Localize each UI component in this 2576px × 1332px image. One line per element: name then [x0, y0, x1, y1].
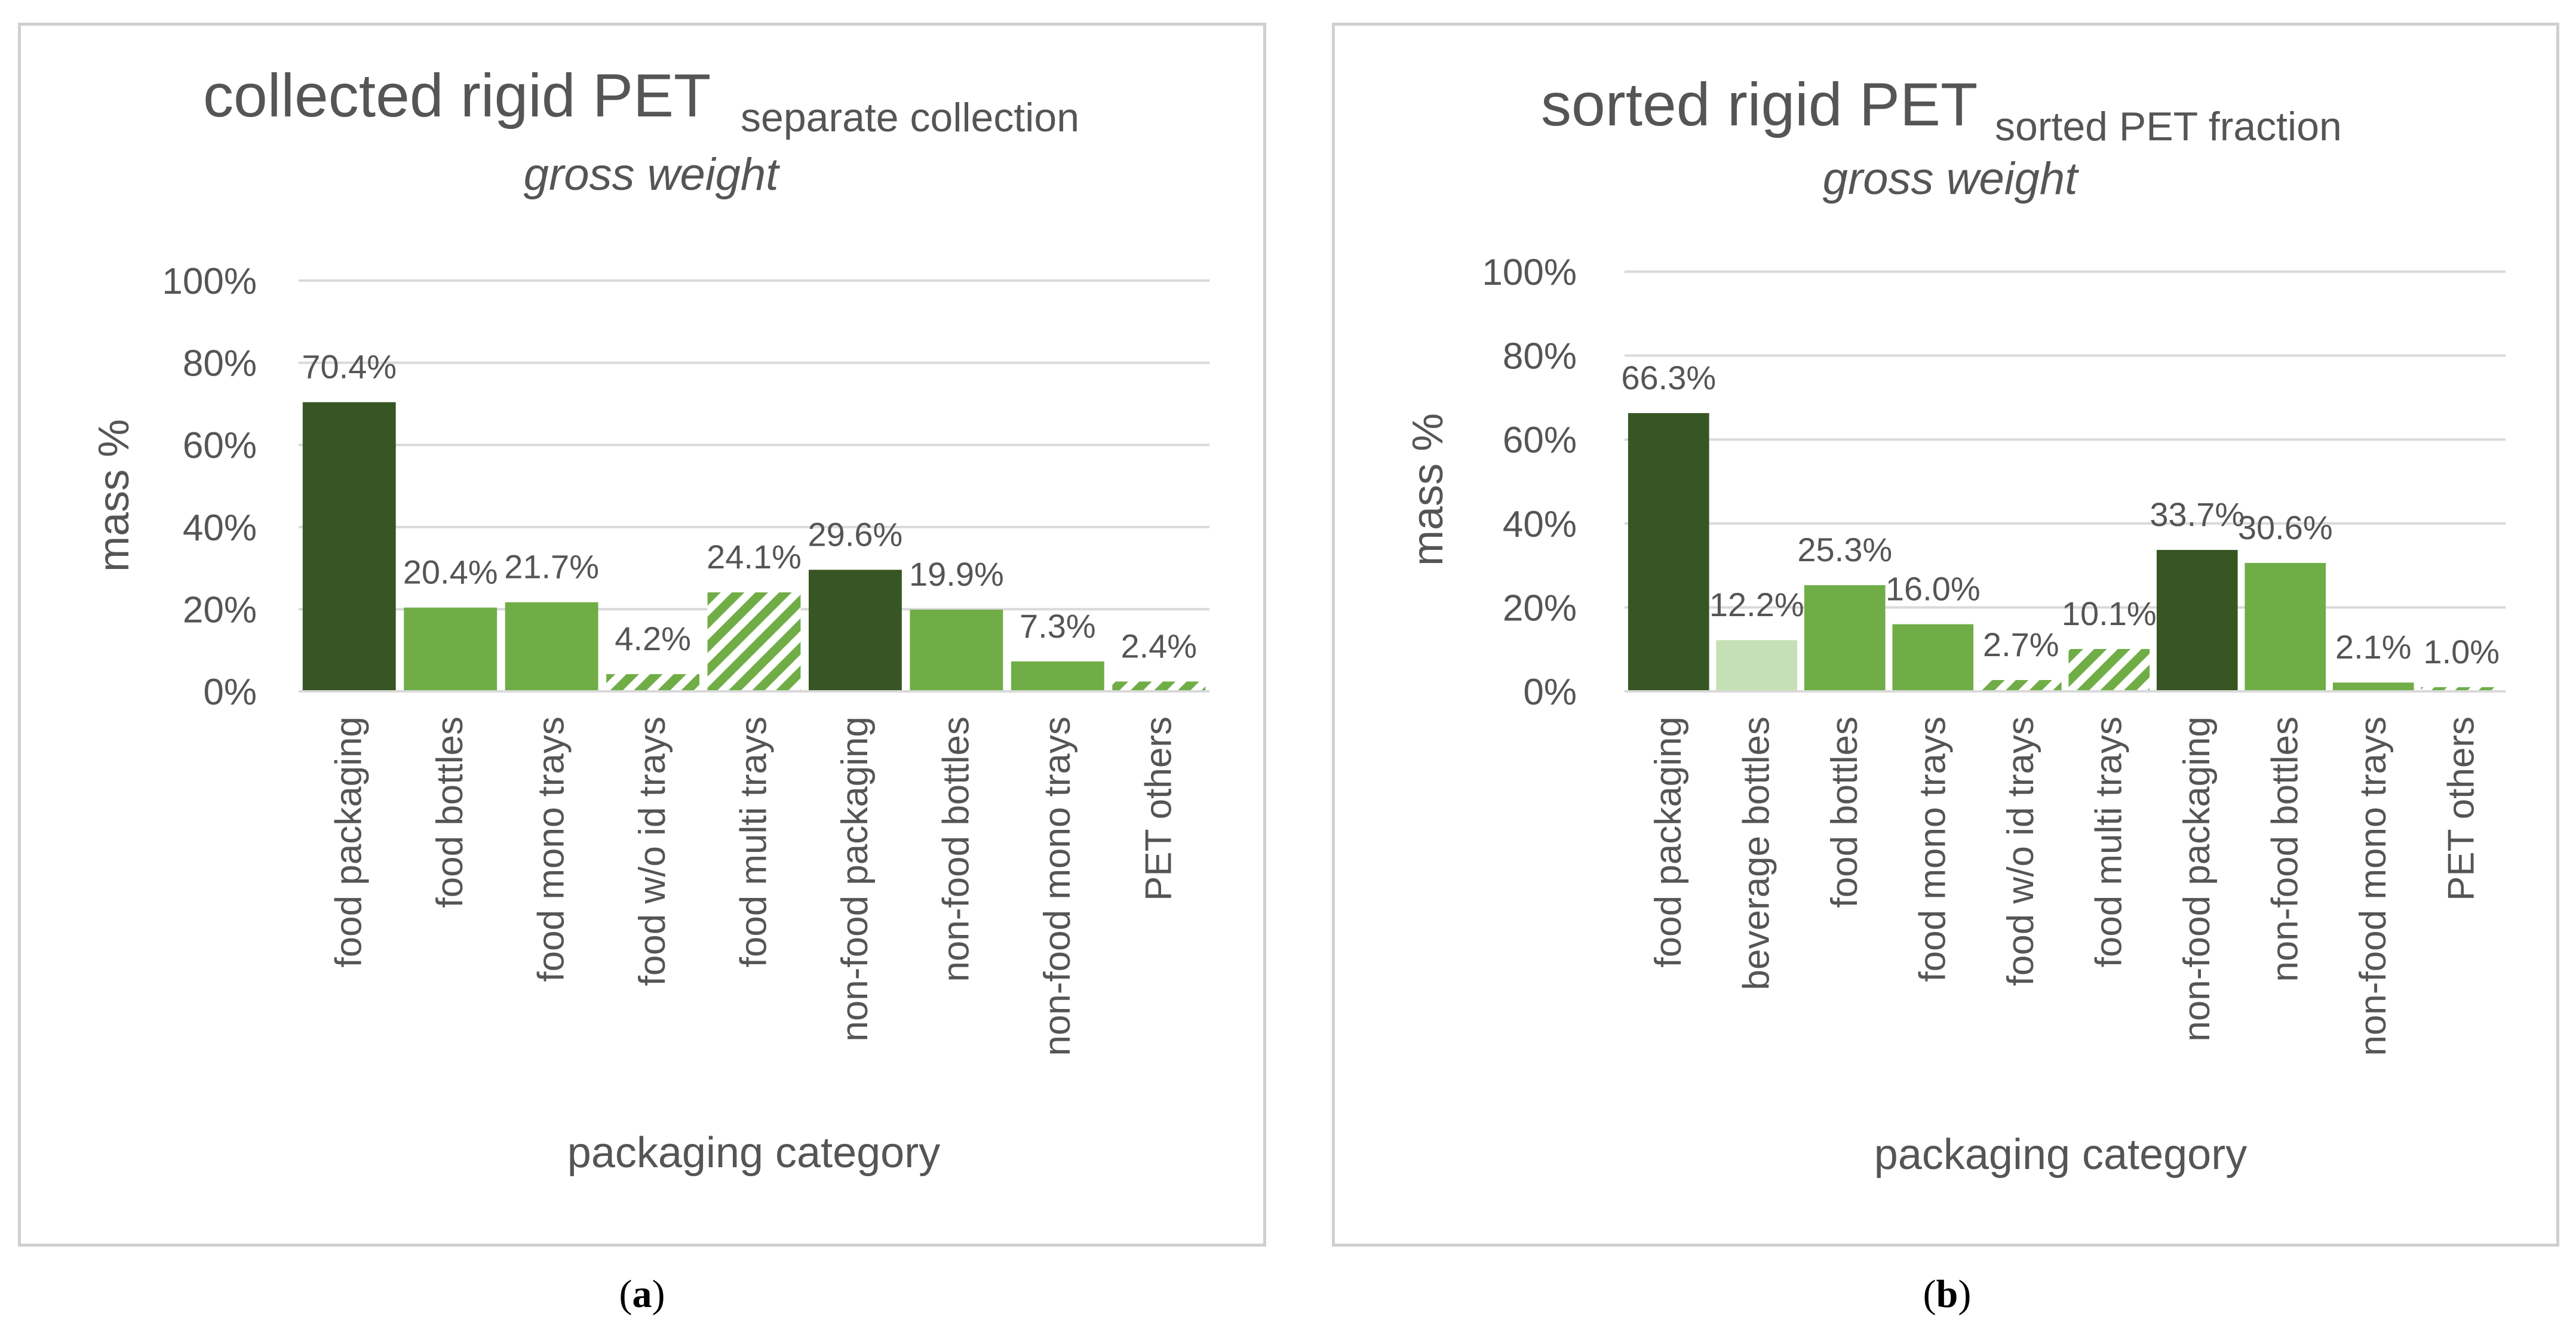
panel-a-bar [910, 610, 1003, 691]
panel-b-category-label: food w/o id trays [2000, 716, 2041, 986]
panel-b-category-label: non-food mono trays [2353, 716, 2394, 1056]
panel-a-data-label: 21.7% [504, 548, 599, 586]
panel-a-bar [404, 607, 498, 691]
panel-b-bar [1980, 680, 2062, 691]
panel-b-category-label: PET others [2440, 716, 2482, 901]
panel-a-data-label: 2.4% [1120, 627, 1197, 665]
panel-a-bar [1112, 681, 1206, 691]
panel-a-y-tick-label: 0% [203, 672, 257, 713]
panel-b-bar [1716, 640, 1798, 691]
panel-b-data-label: 25.3% [1797, 531, 1892, 568]
panel-b-bar [1628, 413, 1709, 691]
panel-b-bar [2245, 562, 2326, 691]
panel-b-category-label: non-food packaging [2176, 716, 2218, 1042]
panel-b-y-axis-title: mass % [1404, 413, 1452, 566]
panel-b-bar [2156, 550, 2238, 691]
panel-b-y-tick-label: 40% [1503, 504, 1577, 545]
panel-a-title: collected rigid PET [203, 61, 711, 130]
panel-a-x-axis-title: packaging category [567, 1129, 940, 1177]
panel-a-y-tick-label: 40% [183, 507, 257, 549]
panel-b-title: sorted rigid PET [1541, 70, 1978, 139]
panel-b-title-italic: gross weight [1823, 153, 2080, 204]
panel-b-caption: (b) [1923, 1272, 1972, 1316]
panel-b-category-label: food packaging [1648, 716, 1689, 968]
panel-b-y-tick-label: 100% [1482, 252, 1577, 293]
panel-a-y-tick-label: 20% [183, 589, 257, 630]
panel-a-frame [18, 23, 1266, 1247]
panel-a-category-label: PET others [1138, 716, 1179, 901]
panel-b-bar [2068, 648, 2150, 691]
panel-a-category-label: food multi trays [733, 716, 775, 967]
panel-a-plot: 0% 20% 40% 60% 80% 100% 70.4% food packaging 20.… [162, 261, 1209, 1056]
panel-a-data-label: 7.3% [1020, 607, 1096, 645]
panel-a-bar [707, 592, 801, 691]
panel-b-data-label: 33.7% [2150, 496, 2245, 533]
panel-a-caption-letter: a [632, 1272, 652, 1316]
panel-a-bar [1011, 661, 1104, 691]
panel-a-caption: (a) [619, 1272, 665, 1316]
panel-a-bar [606, 674, 699, 691]
panel-a-bar [302, 402, 396, 691]
panel-a-title-subscript: separate collection [741, 95, 1079, 140]
panel-a-category-label: non-food bottles [935, 716, 977, 982]
panel-a-y-tick-label: 80% [183, 343, 257, 384]
panel-a-category-label: non-food packaging [834, 716, 876, 1042]
panel-a-category-label: food w/o id trays [632, 716, 673, 986]
panel-b-data-label: 2.1% [2335, 628, 2412, 666]
panel-a-bar [809, 570, 902, 691]
panel-a-bar [505, 602, 598, 691]
panel-b-y-tick-label: 20% [1503, 587, 1577, 629]
panel-b-plot: 0% 20% 40% 60% 80% 100% 66.3% food packaging 12.… [1482, 252, 2506, 1056]
panel-b-data-label: 12.2% [1709, 586, 1804, 623]
panel-b-category-label: food bottles [1824, 716, 1865, 908]
panel-a-data-label: 4.2% [615, 620, 691, 657]
panel-b-category-label: food multi trays [2088, 716, 2129, 967]
panel-b-category-label: non-food bottles [2264, 716, 2305, 982]
panel-b-y-tick-label: 80% [1503, 336, 1577, 377]
panel-b-title-subscript: sorted PET fraction [1995, 104, 2342, 149]
panel-a-data-label: 29.6% [808, 515, 903, 553]
panel-b-data-label: 2.7% [1983, 626, 2059, 663]
panel-a-category-label: non-food mono trays [1037, 716, 1078, 1056]
panel-a-data-label: 19.9% [909, 555, 1004, 593]
panel-b-data-label: 66.3% [1621, 359, 1716, 396]
panel-b-y-tick-label: 60% [1503, 420, 1577, 461]
panel-b-bar [2332, 682, 2414, 691]
panel-b-data-label: 30.6% [2238, 509, 2333, 546]
panel-b-x-axis-title: packaging category [1874, 1131, 2247, 1179]
panel-b-category-label: beverage bottles [1736, 716, 1777, 990]
panel-b-data-label: 1.0% [2423, 633, 2500, 670]
panel-a-data-label: 24.1% [707, 538, 802, 576]
panel-a-y-tick-label: 100% [162, 261, 257, 302]
panel-a-y-axis-title: mass % [90, 419, 138, 572]
panel-b-data-label: 16.0% [1886, 570, 1981, 608]
panel-a-title-italic: gross weight [524, 149, 781, 200]
panel-a-data-label: 20.4% [403, 553, 498, 591]
panel-a-data-label: 70.4% [302, 348, 397, 386]
panel-a-category-label: food mono trays [531, 716, 572, 982]
panel-a-y-tick-label: 60% [183, 425, 257, 466]
panel-a-category-label: food bottles [429, 716, 471, 908]
panel-b-bar [1804, 585, 1886, 691]
panel-b-bar [2421, 687, 2503, 691]
panel-b-bar [1892, 624, 1974, 691]
panel-b-data-label: 10.1% [2062, 595, 2157, 632]
panel-b-y-tick-label: 0% [1523, 672, 1577, 713]
panel-a-category-label: food packaging [328, 716, 370, 968]
panel-b-caption-letter: b [1936, 1272, 1958, 1316]
panel-b-category-label: food mono trays [1912, 716, 1953, 982]
